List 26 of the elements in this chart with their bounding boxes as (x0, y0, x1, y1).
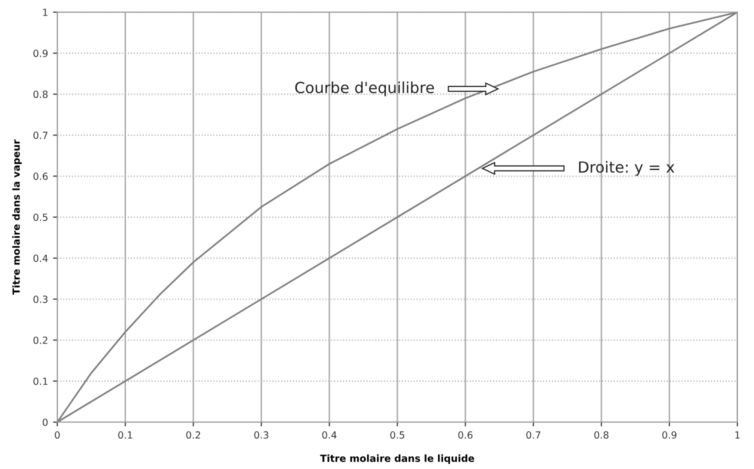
y-tick-label: 0.3 (33, 296, 48, 303)
y-tick-label: 0 (42, 418, 48, 426)
y-tick-label: 0.8 (33, 90, 48, 98)
annotation: Courbe d'equilibre (295, 81, 434, 96)
x-tick-label: 0.4 (322, 431, 337, 439)
x-tick-label: 0.7 (526, 431, 540, 439)
y-tick-label: 0.5 (33, 214, 48, 221)
x-tick-label: 0.5 (390, 431, 404, 439)
x-tick-label: 0.8 (594, 431, 608, 439)
y-axis-title: Titre molaire dans la vapeur (12, 140, 22, 295)
x-tick-label: 0.9 (662, 431, 676, 439)
y-tick-label: 0.6 (33, 172, 48, 180)
y-tick-label: 0.9 (33, 50, 48, 58)
y-tick-label: 1 (43, 8, 48, 16)
annotation: Droite: y = x (579, 160, 674, 176)
y-tick-label: 0.7 (33, 132, 48, 139)
x-tick-label: 0.6 (458, 431, 472, 439)
y-tick-label: 0.1 (33, 378, 48, 385)
x-tick-label: 0 (54, 431, 60, 439)
x-tick-label: 0.1 (118, 431, 132, 439)
x-tick-label: 0.3 (254, 431, 268, 439)
x-axis-title: Titre molaire dans le liquide (320, 454, 474, 464)
x-tick-label: 1 (735, 431, 740, 439)
y-tick-label: 0.4 (33, 254, 48, 262)
x-tick-label: 0.2 (186, 431, 200, 439)
y-tick-label: 0.2 (33, 336, 48, 344)
